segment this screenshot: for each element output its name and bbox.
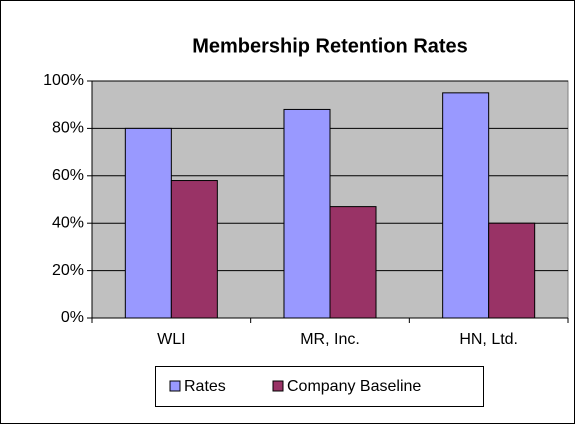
y-tick-label: 0% (61, 309, 84, 326)
x-tick-label: MR, Inc. (300, 331, 360, 348)
y-tick-label: 60% (52, 167, 84, 184)
y-tick-label: 100% (43, 72, 84, 89)
legend-swatch (169, 380, 181, 392)
x-tick-label: HN, Ltd. (459, 331, 518, 348)
bar (329, 206, 377, 319)
bar (442, 92, 490, 319)
bar (124, 127, 172, 319)
bar (488, 222, 536, 319)
legend-swatch (272, 380, 284, 392)
bar (170, 180, 218, 319)
chart-title: Membership Retention Rates (192, 35, 468, 57)
legend-label: Company Baseline (287, 378, 421, 395)
y-tick-label: 40% (52, 214, 84, 231)
x-tick-label: WLI (157, 331, 185, 348)
bar (283, 108, 331, 319)
y-tick-label: 20% (52, 262, 84, 279)
legend-label: Rates (184, 378, 226, 395)
y-tick-label: 80% (52, 120, 84, 137)
legend-box (155, 366, 484, 407)
